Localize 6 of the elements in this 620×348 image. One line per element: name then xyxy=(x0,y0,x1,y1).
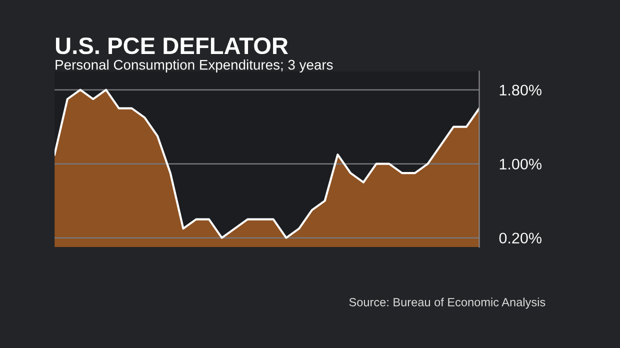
source-note: Source: Bureau of Economic Analysis xyxy=(349,298,546,309)
y-tick-label: 1.80% xyxy=(500,84,542,96)
y-tick-label: 0.20% xyxy=(499,232,542,244)
chart-subtitle: Personal Consumption Expenditures; 3 years xyxy=(56,60,333,72)
y-tick-label: 1.00% xyxy=(500,158,542,170)
chart-title: U.S. PCE DEFLATOR xyxy=(56,37,288,54)
